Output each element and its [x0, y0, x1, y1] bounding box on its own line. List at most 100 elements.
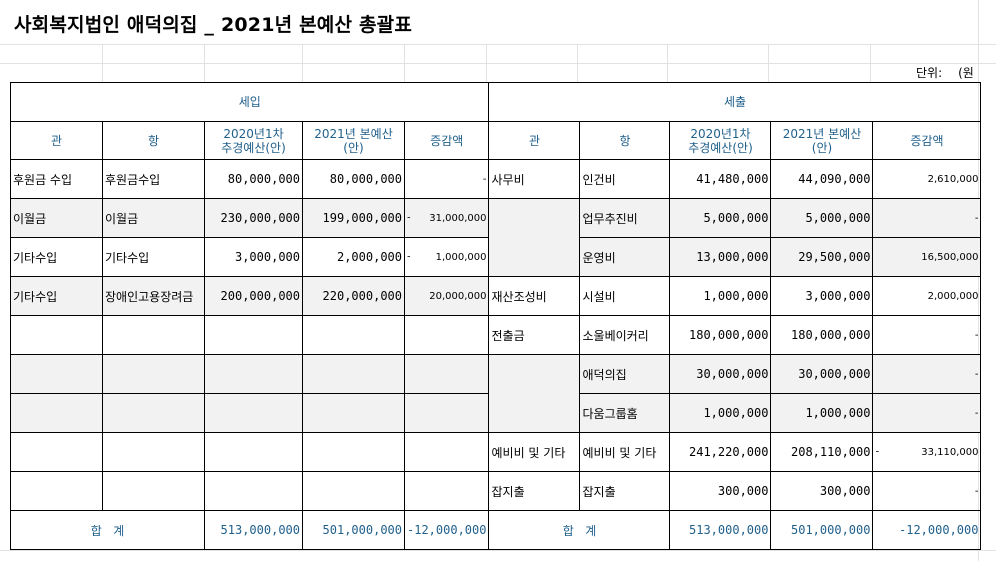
header-line: 2020년1차 — [690, 126, 751, 141]
income-hang-cell — [102, 393, 205, 433]
diff-value: - — [974, 212, 979, 224]
diff-sign: - — [875, 446, 880, 458]
income-gwan-cell: 기타수입 — [10, 237, 103, 277]
expense-hang-cell: 소울베이커리 — [579, 315, 671, 355]
expense-diff-header: 증감액 — [872, 121, 982, 160]
header-line: (안) — [343, 140, 364, 155]
expense-prev-cell: 180,000,000 — [669, 315, 772, 355]
income-cur-cell: 80,000,000 — [302, 159, 405, 199]
diff-value: 16,500,000 — [921, 251, 979, 263]
income-prev-cell — [204, 432, 303, 472]
expense-diff-cell: - — [872, 393, 982, 433]
header-line: 2020년1차 — [223, 126, 284, 141]
table-row: 애덕의집 30,000,000 30,000,000- — [10, 354, 982, 433]
expense-total-prev: 513,000,000 — [669, 510, 772, 550]
expense-hang-cell: 시설비 — [579, 276, 671, 316]
expense-cur-cell: 3,000,000 — [770, 276, 874, 316]
income-hang-cell — [102, 432, 205, 472]
diff-sign: - — [407, 251, 411, 263]
expense-cur-cell: 1,000,000 — [770, 393, 874, 433]
header-line: 2021년 본예산 — [782, 126, 862, 141]
expense-diff-cell: - — [872, 198, 982, 238]
expense-diff-cell: 2,000,000 — [872, 276, 982, 316]
expense-gwan-cell: 전출금 — [488, 315, 581, 355]
expense-diff-cell: - 33,110,000 — [872, 432, 982, 472]
expense-hang-cell: 애덕의집 — [579, 354, 671, 394]
expense-hang-cell: 잡지출 — [579, 471, 671, 511]
income-cur-cell — [302, 432, 405, 472]
income-hang-cell — [102, 354, 205, 394]
expense-diff-cell: - — [872, 315, 982, 355]
income-gwan-cell: 기타수입 — [10, 276, 103, 316]
expense-hang-cell: 예비비 및 기타 — [579, 432, 671, 472]
diff-value: - — [974, 407, 979, 419]
diff-value: - — [974, 368, 979, 380]
income-hang-cell: 기타수입 — [102, 237, 205, 277]
header-line: 추경예산(안) — [688, 140, 753, 155]
unit-label: 단위: (원 — [916, 64, 974, 81]
income-hang-cell: 후원금수입 — [102, 159, 205, 199]
expense-prev-cell: 30,000,000 — [669, 354, 772, 394]
income-gwan-cell: 후원금 수입 — [10, 159, 103, 199]
table-row: 잡지출 잡지출 300,000 300,000- — [10, 471, 982, 511]
income-gwan-cell — [10, 432, 103, 472]
expense-prev-cell: 241,220,000 — [669, 432, 772, 472]
expense-prev-cell: 300,000 — [669, 471, 772, 511]
income-prev-cell — [204, 471, 303, 511]
expense-diff-cell: 16,500,000 — [872, 237, 982, 277]
expense-hang-cell: 다움그룹홈 — [579, 393, 671, 433]
expense-gwan-cell: 재산조성비 — [488, 276, 581, 316]
income-diff-cell — [403, 393, 490, 433]
expense-cur-cell: 30,000,000 — [770, 354, 874, 394]
diff-value: 33,110,000 — [921, 446, 979, 458]
income-total-prev: 513,000,000 — [204, 510, 303, 550]
income-prev-cell — [204, 315, 303, 355]
expense-cur-cell: 208,110,000 — [770, 432, 874, 472]
expense-hang-header: 항 — [579, 121, 671, 160]
diff-value: 1,000,000 — [435, 251, 487, 263]
diff-value: - — [974, 485, 979, 497]
table-row: 기타수입 기타수입 3,000,000 2,000,000-1,000,000 운영비 1… — [10, 237, 982, 277]
income-prev-cell: 3,000,000 — [204, 237, 303, 277]
income-diff-cell: - — [403, 159, 490, 199]
income-hang-cell — [102, 471, 205, 511]
income-gwan-cell: 이월금 — [10, 198, 103, 238]
income-cur-cell — [302, 471, 405, 511]
table-row: 다움그룹홈 1,000,000 1,000,000- — [10, 393, 982, 433]
income-hang-cell — [102, 315, 205, 355]
income-gwan-cell — [10, 315, 103, 355]
expense-gwan-cell — [488, 354, 581, 433]
diff-value: - — [974, 329, 979, 341]
table-row: 기타수입 장애인고용장려금 200,000,000 220,000,000 20,000… — [10, 276, 982, 316]
expense-prev-cell: 1,000,000 — [669, 393, 772, 433]
income-cur-cell — [302, 393, 405, 433]
income-total-diff: -12,000,000 — [403, 510, 490, 550]
expense-diff-cell: - — [872, 354, 982, 394]
header-line: 2021년 본예산 — [314, 126, 393, 141]
expense-total-cur: 501,000,000 — [770, 510, 874, 550]
income-prev-cell: 200,000,000 — [204, 276, 303, 316]
income-cur-cell: 2,000,000 — [302, 237, 405, 277]
header-line: (안) — [811, 140, 833, 155]
expense-hang-cell: 운영비 — [579, 237, 671, 277]
expense-section-header: 세출 — [488, 82, 982, 122]
expense-total-diff: -12,000,000 — [872, 510, 982, 550]
income-gwan-cell — [10, 471, 103, 511]
expense-cur-cell: 29,500,000 — [770, 237, 874, 277]
income-prev-cell: 80,000,000 — [204, 159, 303, 199]
expense-prev-cell: 41,480,000 — [669, 159, 772, 199]
budget-summary-table: 세입 세출 관 항 2020년1차 추경예산(안) 2021년 본예산 (안) 증감… — [9, 82, 982, 550]
income-diff-cell: - 1,000,000 — [403, 237, 490, 277]
expense-prev-cell: 5,000,000 — [669, 198, 772, 238]
table-row: 후원금 수입 후원금수입 80,000,000 80,000,000- 사무비 인건비 41… — [10, 159, 982, 199]
income-cur-budget-header: 2021년 본예산 (안) — [302, 121, 405, 160]
expense-hang-cell: 업무추진비 — [579, 198, 671, 238]
table-row: 예비비 및 기타 예비비 및 기타 241,220,000 208,110,000-3… — [10, 432, 982, 472]
income-section-header: 세입 — [9, 82, 490, 122]
expense-total-label: 합 계 — [488, 510, 671, 550]
expense-diff-cell: - — [872, 471, 982, 511]
income-cur-cell — [302, 354, 405, 394]
income-prev-cell — [204, 393, 303, 433]
income-diff-cell — [403, 354, 490, 394]
diff-value: 2,610,000 — [927, 173, 979, 185]
